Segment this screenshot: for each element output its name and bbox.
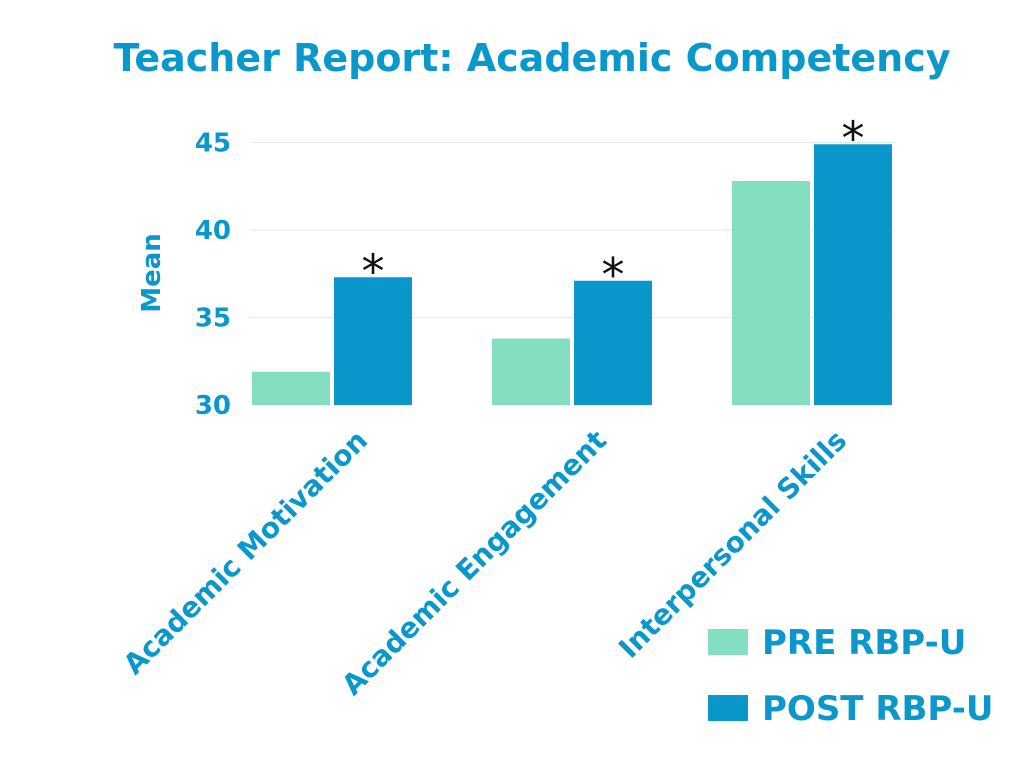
y-tick-label-45: 45 (195, 129, 231, 159)
y-tick-label-40: 40 (195, 216, 231, 246)
significance-marker-0: * (362, 244, 385, 298)
legend: PRE RBP-U POST RBP-U (708, 623, 993, 729)
x-category-label-0: Academic Motivation (117, 424, 374, 681)
significance-marker-1: * (602, 248, 625, 302)
bar-post-0 (334, 277, 412, 405)
y-tick-label-30: 30 (195, 391, 231, 421)
significance-markers: * * * (362, 111, 865, 302)
bars (252, 144, 892, 405)
y-axis-ticks: 30 35 40 45 (195, 129, 231, 422)
significance-marker-2: * (842, 111, 865, 165)
x-category-label-1: Academic Engagement (335, 424, 613, 702)
bar-pre-1 (492, 338, 570, 405)
chart-title: Teacher Report: Academic Competency (113, 36, 950, 80)
legend-swatch-0 (708, 629, 748, 655)
bar-post-2 (814, 144, 892, 405)
legend-swatch-1 (708, 695, 748, 721)
y-tick-label-35: 35 (195, 304, 231, 334)
legend-label-0: PRE RBP-U (762, 623, 966, 663)
bar-post-1 (574, 280, 652, 405)
bar-pre-2 (732, 181, 810, 405)
legend-label-1: POST RBP-U (762, 689, 993, 729)
y-axis-label: Mean (137, 233, 167, 313)
bar-pre-0 (252, 371, 330, 405)
